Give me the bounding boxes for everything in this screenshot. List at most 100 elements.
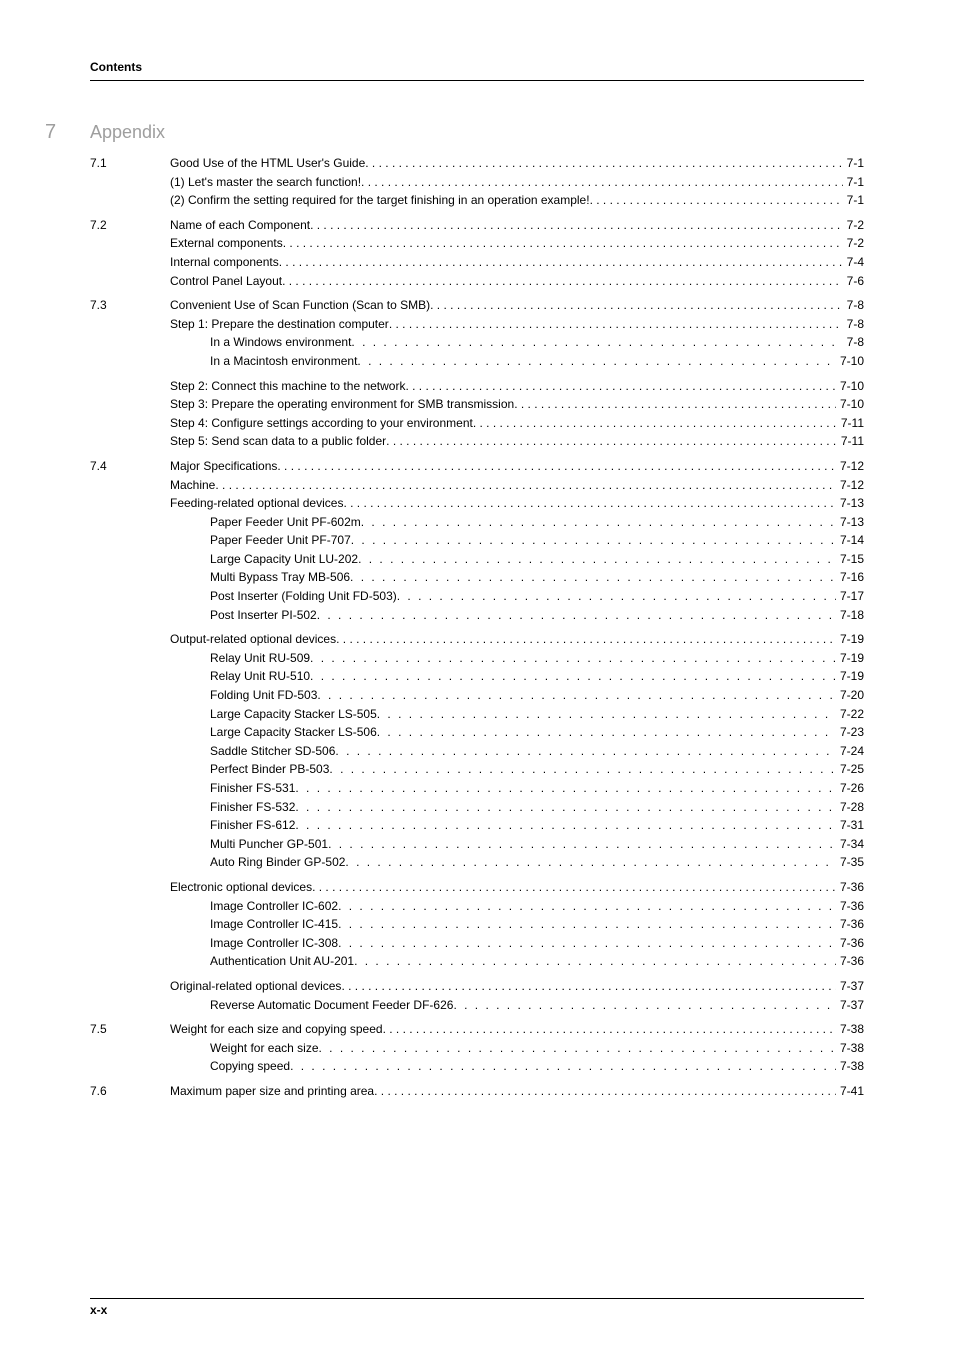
page: Contents 7 Appendix 7.1Good Use of the H…	[0, 0, 954, 1351]
toc-sub2: Post Inserter PI-502 7-18	[90, 606, 864, 625]
toc-label: Machine	[170, 476, 215, 495]
toc-page: 7-13	[836, 494, 864, 513]
toc-page: 7-26	[836, 779, 864, 798]
toc-sub1: Electronic optional devices 7-36	[90, 878, 864, 897]
toc-label: Convenient Use of Scan Function (Scan to…	[170, 296, 430, 315]
toc-label: Reverse Automatic Document Feeder DF-626	[210, 996, 453, 1015]
toc-sub2: Finisher FS-531 7-26	[90, 779, 864, 798]
toc-label: Relay Unit RU-510	[210, 667, 310, 686]
toc-page: 7-12	[836, 476, 864, 495]
toc-page: 7-22	[836, 705, 864, 724]
toc-page: 7-36	[836, 897, 864, 916]
toc-page: 7-12	[836, 457, 864, 476]
leader-dots	[319, 1039, 836, 1058]
toc-sub2: Paper Feeder Unit PF-602m 7-13	[90, 513, 864, 532]
toc-sub2: Post Inserter (Folding Unit FD-503) 7-17	[90, 587, 864, 606]
toc-label: Multi Bypass Tray MB-506	[210, 568, 350, 587]
toc-sub1: Step 2: Connect this machine to the netw…	[90, 377, 864, 396]
leader-dots	[386, 432, 837, 451]
toc-sub1: Step 5: Send scan data to a public folde…	[90, 432, 864, 451]
page-footer: x-x	[90, 1298, 864, 1317]
section-number: 7.2	[90, 216, 170, 235]
toc-page: 7-16	[836, 568, 864, 587]
toc-label: External components	[170, 234, 283, 253]
toc-label: Weight for each size	[210, 1039, 319, 1058]
toc-page: 7-36	[836, 952, 864, 971]
leader-dots	[374, 1082, 836, 1101]
toc-page: 7-24	[836, 742, 864, 761]
toc-label: Relay Unit RU-509	[210, 649, 310, 668]
toc-label: Output-related optional devices	[170, 630, 336, 649]
toc-label: Original-related optional devices	[170, 977, 341, 996]
leader-dots	[389, 315, 843, 334]
toc-label: Post Inserter PI-502	[210, 606, 317, 625]
toc-sub2: Authentication Unit AU-201 7-36	[90, 952, 864, 971]
toc-label: Large Capacity Stacker LS-506	[210, 723, 377, 742]
page-number: x-x	[90, 1303, 107, 1317]
leader-dots	[328, 835, 836, 854]
toc-section: 7.6Maximum paper size and printing area …	[90, 1082, 864, 1101]
toc-page: 7-37	[836, 977, 864, 996]
toc-label: Good Use of the HTML User's Guide	[170, 154, 365, 173]
leader-dots	[354, 952, 836, 971]
toc-sub1: Machine 7-12	[90, 476, 864, 495]
toc-sub2: Relay Unit RU-510 7-19	[90, 667, 864, 686]
leader-dots	[350, 568, 836, 587]
toc-page: 7-28	[836, 798, 864, 817]
toc-label: Feeding-related optional devices	[170, 494, 343, 513]
toc-page: 7-11	[837, 432, 864, 451]
toc-sub2: Relay Unit RU-509 7-19	[90, 649, 864, 668]
toc-page: 7-2	[843, 216, 864, 235]
section-number: 7.1	[90, 154, 170, 173]
toc-page: 7-13	[836, 513, 864, 532]
toc-sub2: Large Capacity Stacker LS-505 7-22	[90, 705, 864, 724]
toc-page: 7-18	[836, 606, 864, 625]
toc-label: Maximum paper size and printing area	[170, 1082, 374, 1101]
toc-sub2: Paper Feeder Unit PF-707 7-14	[90, 531, 864, 550]
leader-dots	[357, 352, 836, 371]
leader-dots	[473, 414, 837, 433]
toc-sub2: In a Macintosh environment 7-10	[90, 352, 864, 371]
toc-sub2: Image Controller IC-602 7-36	[90, 897, 864, 916]
toc-label: Perfect Binder PB-503	[210, 760, 329, 779]
leader-dots	[335, 742, 836, 761]
toc-sub1: Step 1: Prepare the destination computer…	[90, 315, 864, 334]
toc-label: (2) Confirm the setting required for the…	[170, 191, 590, 210]
toc-label: Authentication Unit AU-201	[210, 952, 354, 971]
toc-sub1: Step 3: Prepare the operating environmen…	[90, 395, 864, 414]
toc-label: Folding Unit FD-503	[210, 686, 317, 705]
toc-sub1: Feeding-related optional devices 7-13	[90, 494, 864, 513]
toc-page: 7-38	[836, 1057, 864, 1076]
section-number: 7.4	[90, 457, 170, 476]
toc-section: 7.2Name of each Component 7-2	[90, 216, 864, 235]
toc-label: Multi Puncher GP-501	[210, 835, 328, 854]
toc-page: 7-1	[843, 173, 864, 192]
toc-section: 7.5Weight for each size and copying spee…	[90, 1020, 864, 1039]
leader-dots	[514, 395, 836, 414]
toc-page: 7-14	[836, 531, 864, 550]
toc-sub2: Saddle Stitcher SD-506 7-24	[90, 742, 864, 761]
leader-dots	[383, 1020, 836, 1039]
toc-page: 7-19	[836, 649, 864, 668]
leader-dots	[329, 760, 836, 779]
toc-label: Electronic optional devices	[170, 878, 312, 897]
toc-sub2: Image Controller IC-308 7-36	[90, 934, 864, 953]
toc-label: Weight for each size and copying speed	[170, 1020, 383, 1039]
toc-page: 7-25	[836, 760, 864, 779]
toc-sub1: Output-related optional devices 7-19	[90, 630, 864, 649]
toc-page: 7-31	[836, 816, 864, 835]
toc-sub2: Finisher FS-612 7-31	[90, 816, 864, 835]
leader-dots	[338, 934, 836, 953]
toc-sub2: Large Capacity Unit LU-202 7-15	[90, 550, 864, 569]
toc-label: Paper Feeder Unit PF-602m	[210, 513, 361, 532]
toc-label: Post Inserter (Folding Unit FD-503)	[210, 587, 397, 606]
toc-label: In a Windows environment	[210, 333, 351, 352]
toc-label: Step 4: Configure settings according to …	[170, 414, 473, 433]
leader-dots	[351, 333, 842, 352]
toc-sub2: Finisher FS-532 7-28	[90, 798, 864, 817]
toc-page: 7-19	[836, 630, 864, 649]
toc-sub2: Perfect Binder PB-503 7-25	[90, 760, 864, 779]
leader-dots	[215, 476, 836, 495]
toc-page: 7-8	[843, 315, 864, 334]
toc-sub2: Image Controller IC-415 7-36	[90, 915, 864, 934]
